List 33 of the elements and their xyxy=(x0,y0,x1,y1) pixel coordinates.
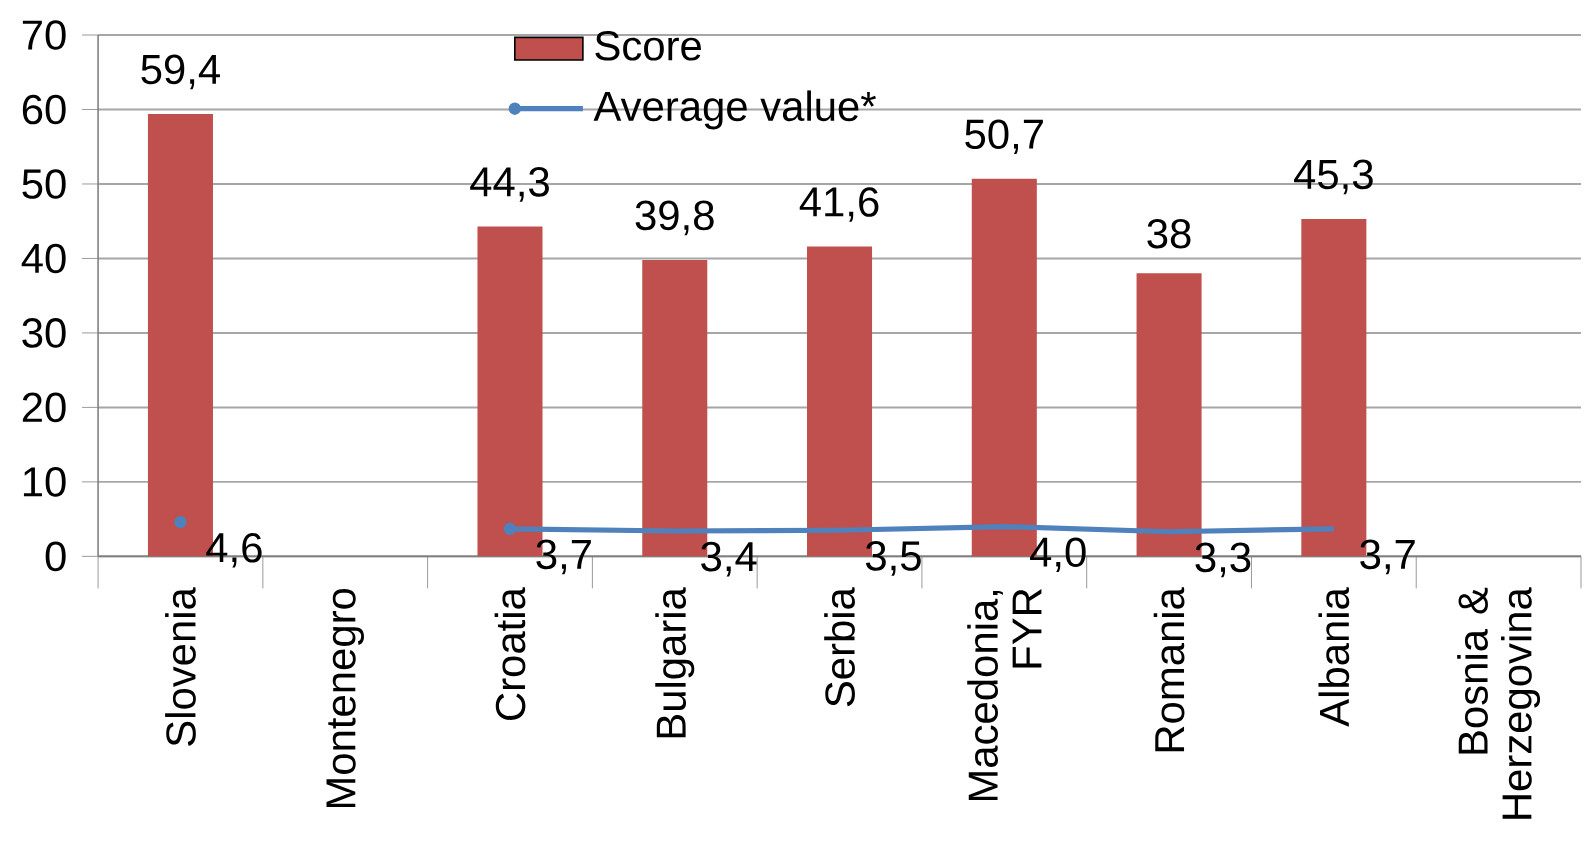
data-label: 4,6 xyxy=(206,533,262,568)
data-label: 50,7 xyxy=(965,119,1043,155)
data-label: 3,4 xyxy=(701,542,757,577)
data-label: 4,0 xyxy=(1030,537,1086,573)
x-tick-label: Montenegro xyxy=(326,589,364,808)
x-tick-label: Serbia xyxy=(824,587,855,707)
y-tick-label: 0 xyxy=(45,541,66,572)
data-label: 44,3 xyxy=(470,167,549,202)
y-tick-label: 10 xyxy=(23,467,66,497)
data-label: 3,7 xyxy=(536,539,591,575)
x-tick-label: Macedonia, FYR xyxy=(967,589,1042,801)
x-tick-label: Bosnia & Herzegovina xyxy=(1457,587,1541,819)
x-tick-label: Albania xyxy=(1318,587,1350,727)
data-label: 59,4 xyxy=(141,54,220,90)
data-label: 41,6 xyxy=(799,187,879,222)
x-tick-label: Bulgaria xyxy=(655,587,695,738)
x-tick-label: Croatia xyxy=(494,587,526,721)
data-label: 38 xyxy=(1147,219,1191,249)
y-tick-label: 30 xyxy=(22,318,66,348)
x-tick-label: Romania xyxy=(1153,587,1185,752)
data-label: 3,7 xyxy=(1360,539,1415,575)
y-tick-label: 60 xyxy=(22,94,66,125)
data-label: 3,3 xyxy=(1195,542,1251,578)
x-tick-label: Slovenia xyxy=(165,587,196,747)
y-tick-label: 40 xyxy=(21,243,66,274)
legend-label: Average value* xyxy=(593,90,876,130)
data-label: 39,8 xyxy=(635,200,714,236)
data-label: 45,3 xyxy=(1294,159,1373,195)
y-tick-label: 20 xyxy=(22,392,66,423)
legend-label: Score xyxy=(595,31,701,61)
y-tick-label: 50 xyxy=(22,169,66,200)
data-label: 3,5 xyxy=(865,541,921,576)
y-tick-label: 70 xyxy=(22,20,66,51)
